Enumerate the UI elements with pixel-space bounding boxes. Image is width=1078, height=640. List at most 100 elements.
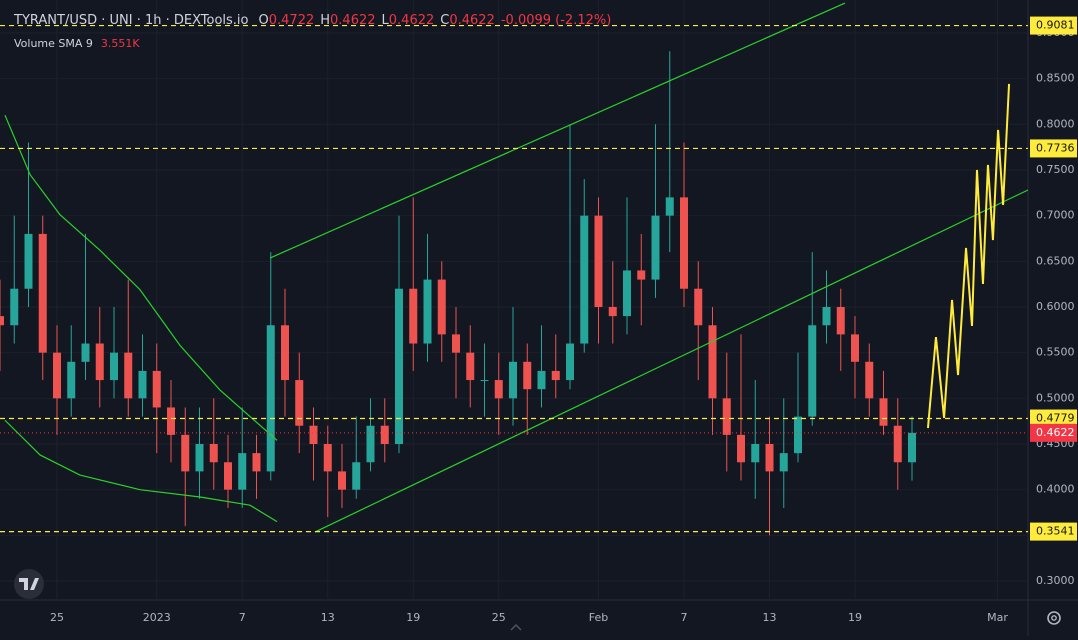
- tv-logo[interactable]: [14, 569, 44, 599]
- ohlc-label: H: [320, 13, 330, 28]
- ohlc-label: O: [259, 13, 269, 28]
- candle-body: [808, 325, 817, 417]
- candle-body: [338, 471, 347, 490]
- header: TYRANT/USD · UNI · 1h · DEXTools.io O0.47…: [13, 13, 611, 28]
- candle-body: [209, 443, 218, 463]
- candle-body: [608, 306, 617, 317]
- candle-body: [67, 361, 76, 399]
- y-tick-label: 0.7500: [1036, 163, 1075, 176]
- candle-body: [480, 380, 489, 382]
- x-tick-label: Feb: [589, 611, 608, 624]
- candle-body: [722, 398, 731, 435]
- candle-body: [765, 443, 774, 472]
- candle-body: [637, 270, 646, 280]
- level-label: 0.7736: [1036, 141, 1075, 154]
- candle-body: [566, 343, 575, 381]
- candle-body: [680, 197, 689, 289]
- candle-body: [309, 425, 318, 444]
- candle-body: [295, 380, 304, 426]
- candle-body: [181, 434, 190, 472]
- y-tick-label: 0.5000: [1036, 391, 1075, 404]
- candle-body: [509, 361, 518, 399]
- trend-line: [4, 114, 278, 441]
- candle-body: [466, 352, 475, 381]
- level-box: [1030, 16, 1077, 35]
- candle-body: [794, 416, 803, 454]
- candle-body: [138, 370, 147, 399]
- y-tick-label: 0.3000: [1036, 574, 1075, 587]
- candle-body: [836, 306, 845, 335]
- y-tick-label: 0.4000: [1036, 483, 1075, 496]
- candle-body: [623, 270, 632, 317]
- scroll-arrow[interactable]: [510, 623, 522, 631]
- candle-body: [779, 453, 788, 472]
- candle-body: [423, 279, 432, 344]
- volume-value: 3.551K: [101, 37, 140, 50]
- ohlc-value: 0.4622: [449, 13, 495, 28]
- candle-body: [865, 361, 874, 399]
- y-tick-label: 0.7000: [1036, 209, 1075, 222]
- y-tick-label: 0.5500: [1036, 346, 1075, 359]
- candle-body: [323, 443, 332, 472]
- candle-body: [822, 306, 831, 326]
- trend-line: [314, 189, 1028, 533]
- candle-body: [908, 432, 917, 463]
- candle-body: [95, 343, 104, 381]
- ohlc-value: 0.4622: [330, 13, 376, 28]
- x-tick-label: 7: [681, 611, 688, 624]
- x-tick-label: 25: [50, 611, 64, 624]
- ohlc-label: L: [382, 13, 390, 28]
- trend-line: [4, 419, 278, 523]
- candle-body: [110, 352, 119, 381]
- candle-body: [252, 453, 261, 472]
- x-tick-label: 2023: [143, 611, 171, 624]
- symbol-title: TYRANT/USD · UNI · 1h · DEXTools.io: [13, 13, 249, 28]
- level-label: 0.9081: [1036, 19, 1075, 32]
- level-label: 0.4779: [1036, 412, 1075, 425]
- candle-body: [665, 197, 674, 216]
- candle-body: [751, 443, 760, 463]
- settings-icon[interactable]: [1047, 611, 1061, 625]
- candle-body: [537, 370, 546, 390]
- candle-body: [224, 462, 233, 490]
- x-tick-label: 19: [406, 611, 420, 624]
- ohlc-label: C: [440, 13, 449, 28]
- candle-body: [452, 334, 461, 353]
- candle-body: [851, 334, 860, 362]
- x-tick-label: 13: [321, 611, 335, 624]
- candle-body: [352, 462, 361, 490]
- last-price-label: 0.4622: [1036, 426, 1075, 439]
- level-box: [1030, 139, 1077, 158]
- candle-body: [10, 288, 19, 326]
- candle-body: [580, 215, 589, 344]
- candle-body: [409, 288, 418, 344]
- last-price-box: [1030, 423, 1077, 442]
- volume-indicator: Volume SMA 9 3.551K: [14, 37, 140, 50]
- ohlc-value: 0.4622: [389, 13, 435, 28]
- candle-body: [124, 352, 133, 399]
- candle-body: [24, 233, 33, 289]
- candle-body: [380, 425, 389, 444]
- level-box: [1030, 409, 1077, 428]
- trend-line: [269, 2, 846, 259]
- candle-body: [494, 380, 503, 399]
- level-label: 0.3541: [1036, 525, 1075, 538]
- level-box: [1030, 522, 1077, 541]
- candle-body: [167, 407, 176, 435]
- x-tick-label: Mar: [987, 611, 1008, 624]
- candle-body: [737, 434, 746, 463]
- candle-body: [879, 398, 888, 426]
- x-tick-label: 25: [492, 611, 506, 624]
- y-tick-label: 0.8500: [1036, 72, 1075, 85]
- candle-body: [266, 325, 275, 472]
- candle-body: [437, 279, 446, 335]
- candle-body: [694, 288, 703, 326]
- candle-body: [53, 352, 62, 399]
- candle-body: [81, 343, 90, 362]
- candle-body: [395, 288, 404, 444]
- candle-body: [0, 316, 4, 326]
- ohlc-value: 0.4722: [269, 13, 315, 28]
